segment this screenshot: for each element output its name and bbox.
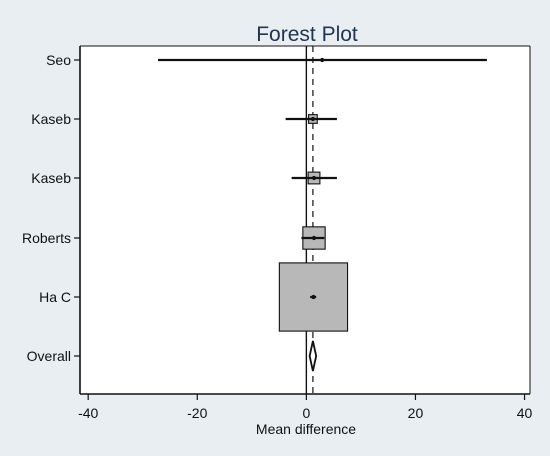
overall-label: Overall <box>27 348 71 364</box>
x-tick-label: -40 <box>78 405 98 421</box>
overall-diamond <box>308 340 318 372</box>
study-label: Seo <box>46 52 71 68</box>
x-axis-title: Mean difference <box>256 421 356 437</box>
plot-area <box>80 46 530 394</box>
study-label: Ha C <box>39 289 71 305</box>
study-row <box>278 262 349 332</box>
y-axis-labels: Seo Kaseb Kaseb Roberts Ha C Overall <box>22 52 80 364</box>
x-tick-label: 0 <box>302 405 310 421</box>
study-row <box>291 171 337 185</box>
study-label: Kaseb <box>31 111 71 127</box>
study-point <box>311 235 317 241</box>
x-axis-ticks: -40 -20 0 20 40 <box>78 394 533 421</box>
reference-lines <box>305 46 314 394</box>
overall-layer <box>308 340 318 372</box>
study-point <box>311 294 316 300</box>
x-tick-label: 20 <box>408 405 424 421</box>
study-row <box>301 226 326 250</box>
study-label: Kaseb <box>31 170 71 186</box>
study-row <box>285 114 337 124</box>
axes-layer <box>79 45 531 395</box>
x-tick-label: -20 <box>187 405 207 421</box>
study-point <box>320 57 325 63</box>
study-point <box>310 116 316 122</box>
study-row <box>158 57 487 63</box>
study-label: Roberts <box>22 230 71 246</box>
x-tick-label: 40 <box>517 405 533 421</box>
chart-title: Forest Plot <box>256 23 358 46</box>
study-point <box>311 175 317 181</box>
studies-layer <box>158 57 487 332</box>
